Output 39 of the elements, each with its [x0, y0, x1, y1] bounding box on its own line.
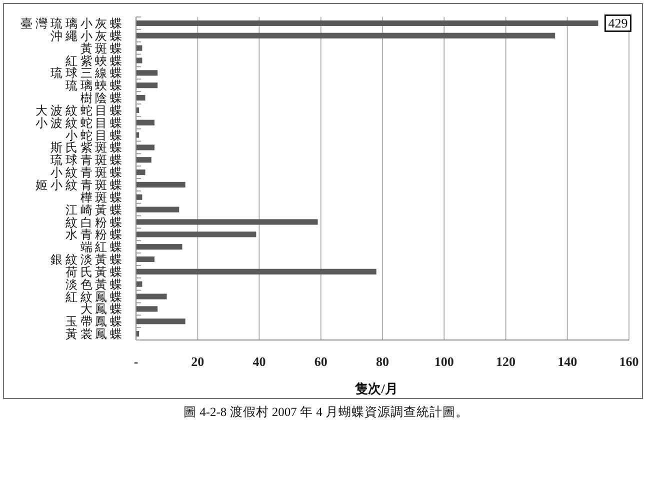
x-tick-label: 40: [252, 354, 266, 369]
value-note: 429: [604, 14, 632, 32]
y-tick-label: 琉球三線蝶: [50, 66, 125, 80]
y-tick-label: 荷氏黃蝶: [65, 264, 125, 279]
x-tick-label: -: [134, 354, 138, 369]
y-tick-label: 沖繩小灰蝶: [50, 28, 125, 43]
y-tick-label: 江崎黃蝶: [65, 202, 125, 217]
y-tick-label: 樺斑蝶: [80, 190, 125, 204]
x-axis-title: 隻次/月: [354, 381, 398, 396]
y-tick-label: 大鳳蝶: [80, 302, 125, 316]
y-tick-label: 小紋青斑蝶: [50, 166, 125, 180]
y-tick-label: 紅紋鳳蝶: [65, 290, 125, 304]
y-tick-label: 玉帶鳳蝶: [65, 314, 125, 329]
y-tick-label: 紋白粉蝶: [65, 215, 125, 230]
x-tick-label: 120: [496, 354, 516, 369]
y-tick-label: 姬小紋青斑蝶: [36, 178, 125, 192]
x-tick-label: 100: [434, 354, 454, 369]
y-tick-label: 黃斑蝶: [80, 41, 125, 56]
y-tick-label: 斯氏紫斑蝶: [50, 140, 125, 155]
y-tick-label: 淡色黃蝶: [65, 277, 125, 292]
y-tick-label: 臺灣琉璃小灰蝶: [20, 16, 125, 31]
y-tick-label: 樹陰蝶: [80, 91, 125, 106]
x-tick-label: 80: [376, 354, 389, 369]
y-tick-label: 銀紋淡黃蝶: [50, 252, 125, 267]
y-tick-label: 琉璃蛺蝶: [65, 78, 125, 93]
x-tick-label: 160: [619, 354, 639, 369]
x-tick-label: 60: [314, 354, 328, 369]
y-tick-label: 小蛇目蝶: [65, 128, 125, 142]
y-tick-label: 大波紋蛇目蝶: [36, 103, 125, 118]
y-tick-label: 紅紫蛺蝶: [65, 54, 125, 68]
y-tick-label: 琉球青斑蝶: [50, 153, 125, 168]
y-tick-label: 水青粉蝶: [65, 228, 125, 242]
caption: 圖 4-2-8 渡假村 2007 年 4 月蝴蝶資源調查統計圖。: [183, 405, 469, 419]
annotation: 429: [608, 16, 628, 31]
y-tick-label: 黃裳鳳蝶: [65, 327, 125, 342]
y-tick-label: 小波紋蛇目蝶: [36, 116, 125, 130]
x-tick-label: 20: [191, 354, 204, 369]
x-tick-label: 140: [558, 354, 578, 369]
y-tick-label: 端紅蝶: [80, 240, 125, 254]
